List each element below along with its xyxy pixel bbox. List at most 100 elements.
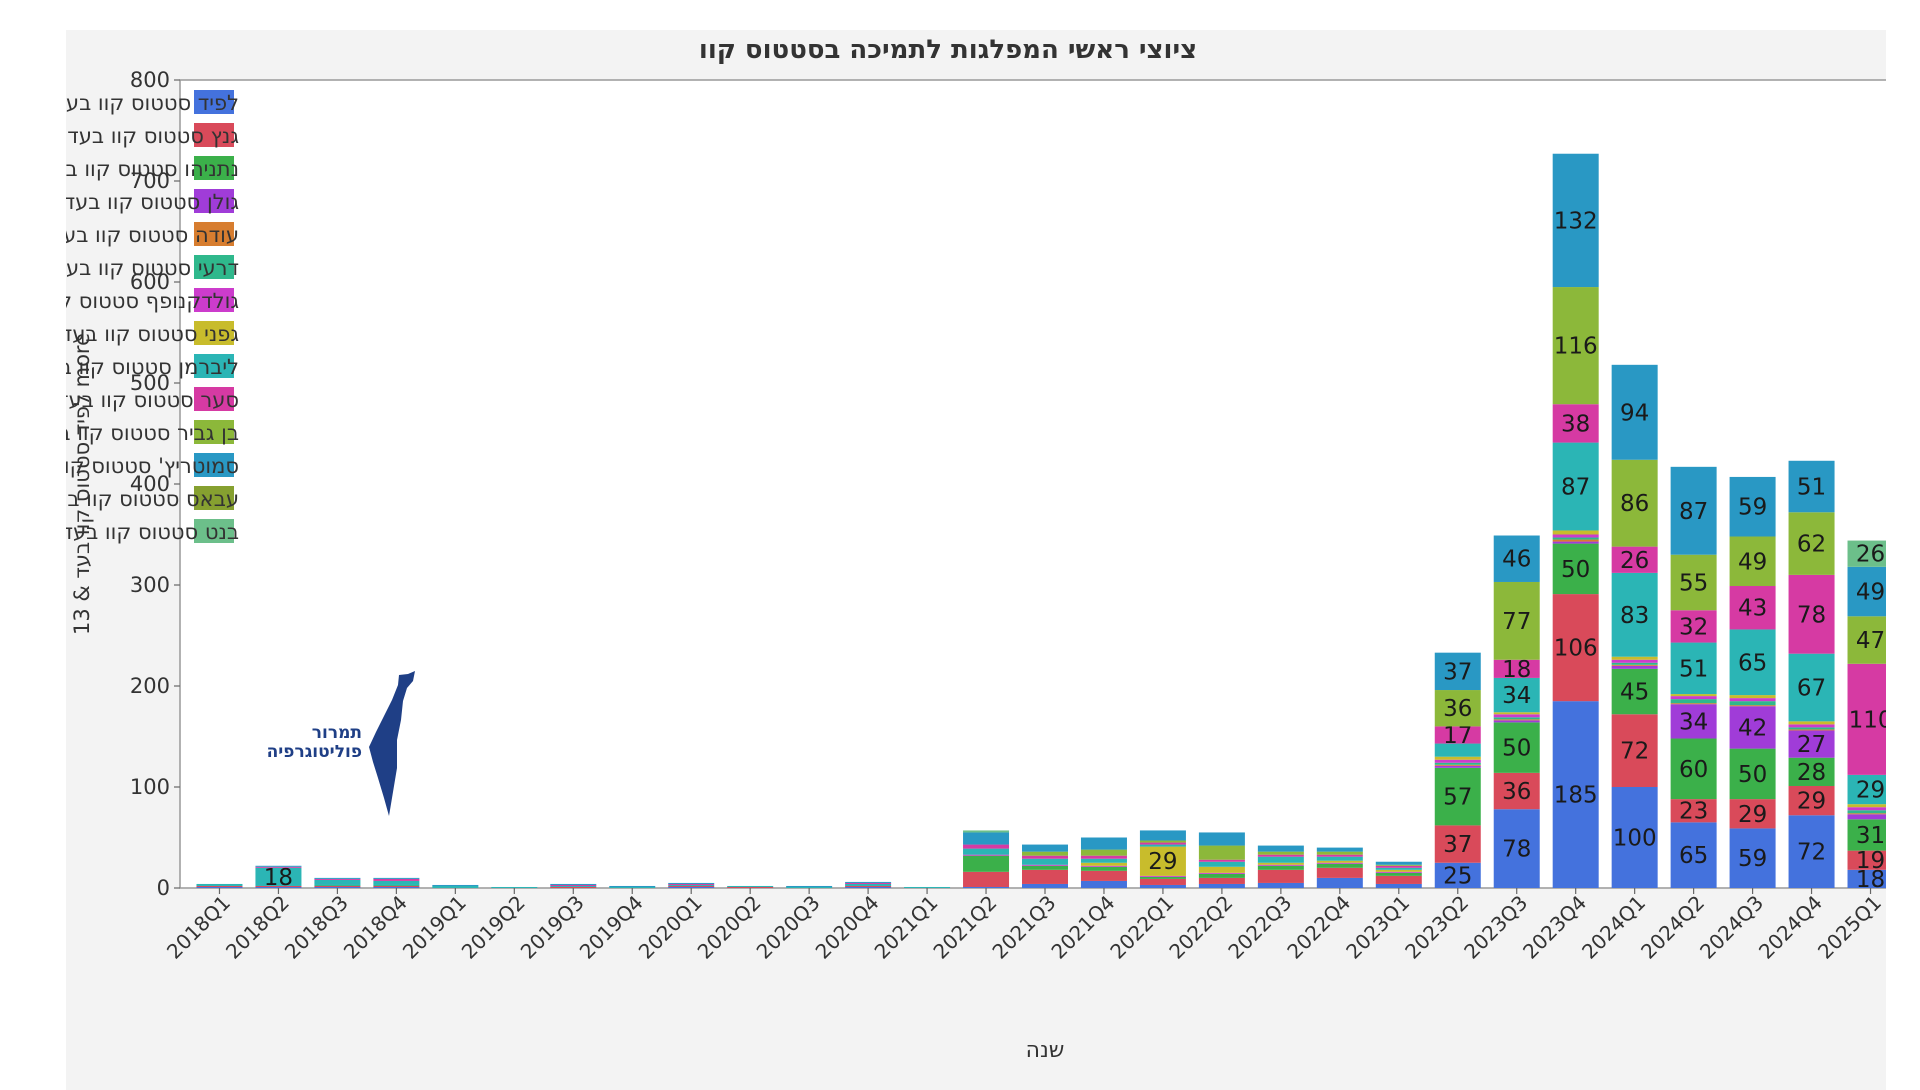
data-label: 77 xyxy=(1502,609,1531,635)
bar-segment xyxy=(1080,849,1127,856)
bar-segment xyxy=(1611,656,1658,660)
bar-segment xyxy=(1493,809,1540,888)
bar-segment xyxy=(1847,810,1886,814)
bar-segment xyxy=(1375,865,1422,868)
bar-segment xyxy=(1316,854,1363,857)
legend-swatch xyxy=(194,354,234,378)
data-label: 29 xyxy=(1856,778,1885,804)
bar-segment xyxy=(1375,875,1422,884)
data-label: 45 xyxy=(1620,680,1649,706)
bar-segment xyxy=(1493,717,1540,720)
bar-segment xyxy=(963,886,1010,888)
bar-segment xyxy=(196,886,243,888)
bar-segment xyxy=(1493,722,1540,773)
bar-segment xyxy=(1434,764,1481,766)
bar-segment xyxy=(1670,466,1717,555)
data-label: 78 xyxy=(1797,602,1826,628)
bar-segment xyxy=(1434,759,1481,763)
legend-swatch xyxy=(194,321,234,345)
data-label: 34 xyxy=(1679,709,1708,735)
bar-segment xyxy=(1434,756,1481,760)
bar-segment xyxy=(1316,856,1363,861)
bar-segment xyxy=(1729,705,1776,707)
bars-group: 1829253757173637783650341877461851065087… xyxy=(196,153,1886,893)
x-tick-label: 2019Q2 xyxy=(457,891,530,964)
legend-swatch xyxy=(194,156,234,180)
bar-segment xyxy=(1611,662,1658,665)
bar-segment xyxy=(373,878,420,881)
x-tick-label: 2019Q4 xyxy=(575,891,648,964)
legend-swatch xyxy=(194,387,234,411)
bar-segment xyxy=(963,832,1010,845)
data-label: 67 xyxy=(1797,676,1826,702)
bar-segment xyxy=(845,886,892,888)
bar-segment xyxy=(1139,875,1186,877)
bar-segment xyxy=(1729,629,1776,696)
data-label: 46 xyxy=(1502,547,1531,573)
bar-segment xyxy=(1670,554,1717,611)
bar-segment xyxy=(1434,825,1481,863)
bar-segment xyxy=(1434,743,1481,757)
bar-segment xyxy=(1552,537,1599,540)
bar-segment xyxy=(1316,863,1363,868)
data-label: 59 xyxy=(1738,495,1767,521)
bar-segment xyxy=(1847,869,1886,888)
data-label: 51 xyxy=(1679,656,1708,682)
bar-segment xyxy=(1434,862,1481,888)
watermark-logo: תמרור פוליטוגרפיה xyxy=(267,671,415,816)
bar-segment xyxy=(963,830,1010,833)
bar-segment xyxy=(1080,865,1127,867)
israel-map-icon xyxy=(369,671,415,816)
bar-segment xyxy=(491,886,538,888)
bar-segment xyxy=(1198,845,1245,860)
legend-label: בן גביר סטטוס קוו בעד xyxy=(66,421,239,445)
bar-segment xyxy=(1493,719,1540,721)
bar-segment xyxy=(1847,774,1886,805)
bar-segment xyxy=(1729,536,1776,587)
bar-segment xyxy=(1788,721,1835,725)
legend-swatch xyxy=(194,420,234,444)
data-label: 27 xyxy=(1797,732,1826,758)
bar-segment xyxy=(1670,699,1717,704)
x-tick-label: 2022Q3 xyxy=(1223,891,1296,964)
data-label: 29 xyxy=(1148,849,1177,875)
bar-segment xyxy=(1316,867,1363,878)
bar-segment xyxy=(1788,730,1835,758)
data-label: 49 xyxy=(1856,580,1885,606)
bar-segment xyxy=(1611,668,1658,715)
bar-segment xyxy=(1434,762,1481,765)
data-label: 106 xyxy=(1554,636,1598,662)
x-tick-label: 2018Q1 xyxy=(162,891,235,964)
legend: לפיד סטטוס קוו בעד גנץ סטטוס קוו בעד נתניה… xyxy=(66,90,239,544)
x-tick-label: 2025Q1 xyxy=(1813,891,1886,964)
data-label: 23 xyxy=(1679,799,1708,825)
data-label: 18 xyxy=(1502,657,1531,683)
bar-segment xyxy=(1493,714,1540,718)
bar-segment xyxy=(1729,701,1776,706)
bar-segment xyxy=(904,886,951,888)
legend-swatch xyxy=(194,453,234,477)
bar-segment xyxy=(1316,851,1363,855)
data-label: 18 xyxy=(1856,867,1885,893)
bar-segment xyxy=(845,885,892,887)
bar-segment xyxy=(1670,694,1717,697)
bar-segment xyxy=(1493,720,1540,723)
bar-segment xyxy=(963,848,1010,855)
bar-segment xyxy=(1198,873,1245,878)
bar-segment xyxy=(1847,850,1886,870)
bar-segment xyxy=(1434,767,1481,826)
bar-segment xyxy=(1257,862,1304,865)
data-label: 37 xyxy=(1443,659,1472,685)
legend-swatch xyxy=(194,90,234,114)
legend-swatch xyxy=(194,486,234,510)
bar-segment xyxy=(1729,706,1776,749)
bar-segment xyxy=(432,884,479,886)
data-label: 50 xyxy=(1561,557,1590,583)
legend-label: גולן סטטוס קוו בעד xyxy=(66,190,239,214)
bar-segment xyxy=(1552,541,1599,544)
bar-segment xyxy=(845,881,892,883)
legend-swatch xyxy=(194,222,234,246)
x-tick-label: 2024Q1 xyxy=(1577,891,1650,964)
bar-segment xyxy=(1080,880,1127,888)
bar-segment xyxy=(1434,726,1481,744)
